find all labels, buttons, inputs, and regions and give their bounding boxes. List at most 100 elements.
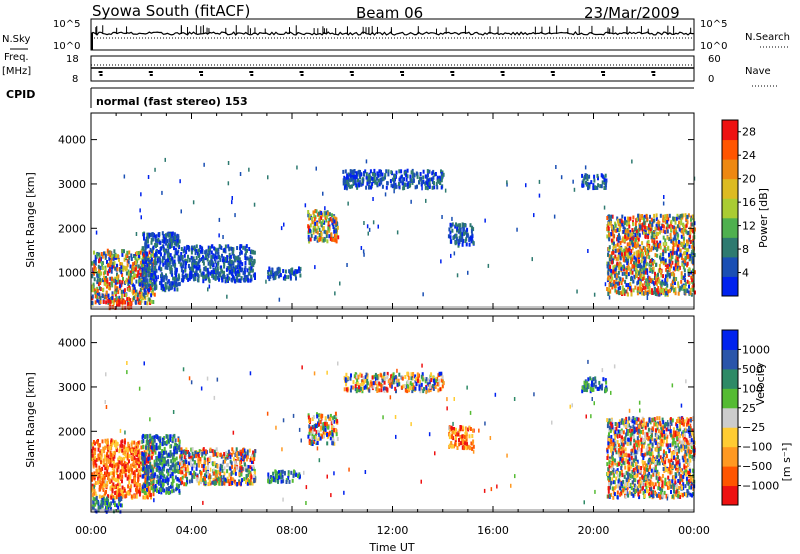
- scatter-cell: [161, 478, 164, 483]
- scatter-cell: [398, 177, 401, 182]
- scatter-cell: [674, 291, 677, 296]
- scatter-cell: [373, 172, 376, 177]
- scatter-cell: [311, 220, 314, 225]
- scatter-cell: [323, 229, 326, 234]
- scatter-cell: [142, 277, 145, 282]
- scatter-cell: [312, 225, 315, 230]
- scatter-cell: [623, 291, 626, 296]
- scatter-cell: [444, 188, 447, 193]
- scatter-cell: [203, 460, 206, 465]
- scatter-cell: [442, 172, 445, 177]
- scatter-cell: [687, 271, 690, 276]
- scatter-cell: [112, 499, 115, 504]
- scatter-cell: [621, 252, 623, 257]
- scatter-cell: [314, 221, 317, 226]
- scatter-cell: [108, 472, 110, 477]
- scatter-cell: [424, 174, 427, 179]
- scatter-cell: [115, 485, 118, 490]
- scatter-cell: [516, 227, 518, 232]
- scatter-cell: [109, 471, 112, 476]
- scatter-cell: [669, 232, 672, 237]
- scatter-cell: [160, 274, 162, 279]
- scatter-cell: [114, 503, 116, 507]
- scatter-cell: [394, 174, 397, 178]
- scatter-cell: [612, 282, 615, 287]
- scatter-cell: [170, 281, 173, 286]
- scatter-cell: [457, 223, 460, 228]
- scatter-cell: [395, 170, 398, 175]
- scatter-cell: [631, 270, 634, 275]
- scatter-cell: [107, 263, 110, 268]
- scatter-cell: [677, 267, 680, 272]
- scatter-cell: [409, 183, 412, 188]
- scatter-cell: [618, 219, 621, 223]
- scatter-cell: [614, 254, 617, 259]
- scatter-cell: [468, 242, 471, 247]
- scatter-cell: [149, 492, 152, 497]
- scatter-cell: [671, 255, 674, 259]
- scatter-cell: [91, 486, 94, 491]
- scatter-cell: [663, 217, 666, 222]
- scatter-cell: [678, 265, 681, 270]
- scatter-cell: [154, 167, 156, 172]
- scatter-cell: [214, 266, 217, 271]
- scatter-cell: [166, 232, 169, 237]
- scatter-cell: [232, 250, 235, 254]
- scatter-cell: [166, 280, 169, 285]
- scatter-cell: [342, 169, 345, 174]
- scatter-cell: [624, 279, 627, 284]
- freq-dip: [250, 74, 254, 76]
- scatter-cell: [245, 244, 248, 249]
- scatter-cell: [666, 277, 669, 282]
- scatter-cell: [205, 249, 208, 254]
- scatter-cell: [655, 231, 658, 236]
- scatter-cell: [220, 475, 223, 479]
- scatter-cell: [205, 274, 208, 279]
- scatter-cell: [678, 285, 681, 290]
- scatter-cell: [459, 227, 462, 232]
- scatter-cell: [680, 221, 683, 226]
- scatter-cell: [116, 476, 119, 481]
- scatter-cell: [606, 264, 609, 269]
- scatter-cell: [121, 474, 124, 479]
- scatter-cell: [218, 233, 220, 238]
- scatter-cell: [655, 276, 658, 281]
- scatter-cell: [622, 236, 625, 241]
- scatter-cell: [686, 214, 689, 219]
- scatter-cell: [363, 172, 365, 177]
- scatter-cell: [200, 471, 202, 476]
- scatter-cell: [210, 244, 213, 249]
- scatter-cell: [213, 480, 216, 485]
- scatter-cell: [231, 269, 234, 273]
- scatter-cell: [320, 221, 323, 226]
- scatter-cell: [641, 291, 644, 296]
- scatter-cell: [147, 490, 150, 495]
- scatter-cell: [163, 436, 166, 440]
- scatter-cell: [690, 252, 693, 257]
- scatter-cell: [619, 285, 622, 290]
- scatter-cell: [616, 216, 619, 221]
- scatter-cell: [686, 261, 689, 266]
- scatter-cell: [110, 501, 113, 506]
- scatter-cell: [213, 256, 216, 261]
- scatter-cell: [155, 479, 158, 484]
- scatter-cell: [648, 223, 650, 228]
- scatter-cell: [366, 181, 369, 186]
- scatter-cell: [152, 291, 155, 296]
- scatter-cell: [151, 265, 154, 270]
- scatter-cell: [675, 255, 678, 260]
- scatter-cell: [169, 269, 172, 274]
- scatter-cell: [204, 466, 207, 471]
- scatter-cell: [399, 179, 402, 184]
- scatter-cell: [138, 457, 141, 462]
- scatter-cell: [191, 247, 194, 252]
- scatter-cell: [176, 445, 179, 450]
- scatter-cell: [105, 441, 108, 446]
- scatter-cell: [145, 494, 148, 499]
- scatter-cell: [365, 172, 368, 177]
- scatter-cell: [649, 290, 652, 295]
- scatter-cell: [130, 463, 133, 468]
- scatter-cell: [596, 173, 599, 178]
- scatter-cell: [202, 478, 205, 483]
- scatter-cell: [624, 251, 626, 256]
